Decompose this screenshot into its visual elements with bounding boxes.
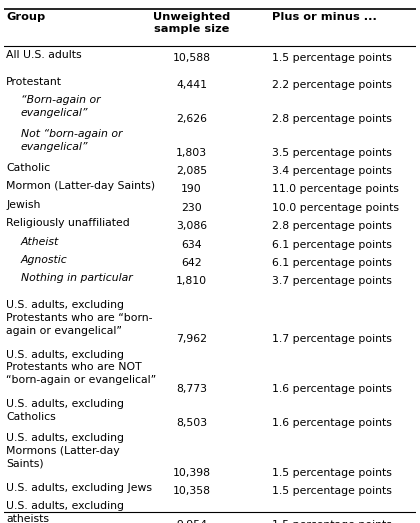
Text: Protestant: Protestant xyxy=(6,77,62,87)
Text: 10,358: 10,358 xyxy=(173,486,210,496)
Text: 3.4 percentage points: 3.4 percentage points xyxy=(272,166,391,176)
Text: 6.1 percentage points: 6.1 percentage points xyxy=(272,240,391,249)
Text: 2.2 percentage points: 2.2 percentage points xyxy=(272,79,391,89)
Text: 4,441: 4,441 xyxy=(176,79,207,89)
Text: Not “born-again or
evangelical”: Not “born-again or evangelical” xyxy=(21,129,122,152)
Text: U.S. adults, excluding Jews: U.S. adults, excluding Jews xyxy=(6,483,152,493)
Text: 1.7 percentage points: 1.7 percentage points xyxy=(272,334,391,344)
Text: 1.6 percentage points: 1.6 percentage points xyxy=(272,418,391,428)
Text: U.S. adults, excluding
Mormons (Latter-day
Saints): U.S. adults, excluding Mormons (Latter-d… xyxy=(6,433,124,469)
Text: 8,503: 8,503 xyxy=(176,418,207,428)
Text: 10.0 percentage points: 10.0 percentage points xyxy=(272,203,399,213)
Text: Mormon (Latter-day Saints): Mormon (Latter-day Saints) xyxy=(6,181,155,191)
Text: 634: 634 xyxy=(181,240,202,249)
Text: Unweighted
sample size: Unweighted sample size xyxy=(153,12,230,33)
Text: 642: 642 xyxy=(181,258,202,268)
Text: 230: 230 xyxy=(181,203,202,213)
Text: 1.5 percentage points: 1.5 percentage points xyxy=(272,520,391,523)
Text: Religiously unaffiliated: Religiously unaffiliated xyxy=(6,218,130,228)
Text: 1.5 percentage points: 1.5 percentage points xyxy=(272,468,391,477)
Text: 3,086: 3,086 xyxy=(176,221,207,231)
Text: 7,962: 7,962 xyxy=(176,334,207,344)
Text: “Born-again or
evangelical”: “Born-again or evangelical” xyxy=(21,95,100,118)
Text: Agnostic: Agnostic xyxy=(21,255,68,265)
Text: 3.7 percentage points: 3.7 percentage points xyxy=(272,276,391,286)
Text: 8,773: 8,773 xyxy=(176,384,207,394)
Text: Catholic: Catholic xyxy=(6,163,50,173)
Text: U.S. adults, excluding
atheists: U.S. adults, excluding atheists xyxy=(6,502,124,523)
Text: 10,398: 10,398 xyxy=(173,468,210,477)
Text: Plus or minus ...: Plus or minus ... xyxy=(272,12,377,22)
Text: 9,954: 9,954 xyxy=(176,520,207,523)
Text: Group: Group xyxy=(6,12,45,22)
Text: 10,588: 10,588 xyxy=(173,53,210,63)
Text: 1.5 percentage points: 1.5 percentage points xyxy=(272,486,391,496)
Text: 2.8 percentage points: 2.8 percentage points xyxy=(272,113,391,123)
Text: 2,626: 2,626 xyxy=(176,113,207,123)
Text: 2.8 percentage points: 2.8 percentage points xyxy=(272,221,391,231)
Text: 6.1 percentage points: 6.1 percentage points xyxy=(272,258,391,268)
Text: 3.5 percentage points: 3.5 percentage points xyxy=(272,147,391,157)
Text: U.S. adults, excluding
Protestants who are NOT
“born-again or evangelical”: U.S. adults, excluding Protestants who a… xyxy=(6,349,157,385)
Text: All U.S. adults: All U.S. adults xyxy=(6,50,82,60)
Text: 190: 190 xyxy=(181,185,202,195)
Text: Jewish: Jewish xyxy=(6,200,41,210)
Text: U.S. adults, excluding
Catholics: U.S. adults, excluding Catholics xyxy=(6,399,124,422)
Text: 1.5 percentage points: 1.5 percentage points xyxy=(272,53,391,63)
Text: 1,810: 1,810 xyxy=(176,276,207,286)
Text: Atheist: Atheist xyxy=(21,236,59,247)
Text: 1,803: 1,803 xyxy=(176,147,207,157)
Text: U.S. adults, excluding
Protestants who are “born-
again or evangelical”: U.S. adults, excluding Protestants who a… xyxy=(6,300,153,336)
Text: 2,085: 2,085 xyxy=(176,166,207,176)
Text: 11.0 percentage points: 11.0 percentage points xyxy=(272,185,399,195)
Text: 1.6 percentage points: 1.6 percentage points xyxy=(272,384,391,394)
Text: Nothing in particular: Nothing in particular xyxy=(21,274,132,283)
